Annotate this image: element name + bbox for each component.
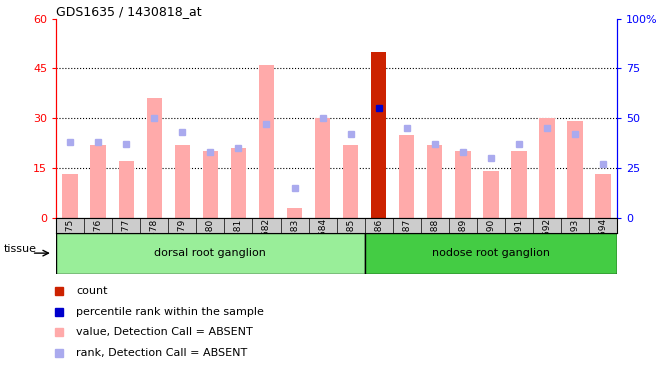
- Bar: [595, 174, 611, 217]
- Bar: [568, 122, 583, 218]
- Text: GSM63676: GSM63676: [94, 218, 103, 267]
- Text: GDS1635 / 1430818_at: GDS1635 / 1430818_at: [56, 4, 202, 18]
- Bar: [259, 65, 274, 218]
- Text: count: count: [76, 286, 108, 296]
- Bar: [287, 208, 302, 218]
- Text: GSM63681: GSM63681: [234, 218, 243, 267]
- Bar: [343, 145, 358, 218]
- Text: dorsal root ganglion: dorsal root ganglion: [154, 248, 267, 258]
- Text: value, Detection Call = ABSENT: value, Detection Call = ABSENT: [76, 327, 253, 337]
- Bar: [63, 174, 78, 217]
- Text: GSM63684: GSM63684: [318, 218, 327, 267]
- Text: percentile rank within the sample: percentile rank within the sample: [76, 307, 264, 317]
- Bar: [539, 118, 554, 218]
- Text: nodose root ganglion: nodose root ganglion: [432, 248, 550, 258]
- Text: tissue: tissue: [3, 244, 36, 254]
- Text: GSM63689: GSM63689: [458, 218, 467, 267]
- Text: GSM63693: GSM63693: [570, 218, 579, 267]
- Bar: [147, 98, 162, 218]
- Text: GSM63683: GSM63683: [290, 218, 299, 267]
- Text: GSM63690: GSM63690: [486, 218, 496, 267]
- Text: GSM63680: GSM63680: [206, 218, 215, 267]
- Bar: [399, 135, 414, 218]
- Bar: [365, 232, 617, 274]
- Text: GSM63677: GSM63677: [121, 218, 131, 267]
- Text: GSM63688: GSM63688: [430, 218, 440, 267]
- Bar: [175, 145, 190, 218]
- Bar: [315, 118, 330, 218]
- Text: rank, Detection Call = ABSENT: rank, Detection Call = ABSENT: [76, 348, 247, 358]
- Text: GSM63679: GSM63679: [178, 218, 187, 267]
- Text: GSM63686: GSM63686: [374, 218, 383, 267]
- Text: GSM63691: GSM63691: [514, 218, 523, 267]
- Bar: [483, 171, 498, 217]
- Bar: [427, 145, 442, 218]
- Bar: [512, 151, 527, 217]
- Text: GSM63687: GSM63687: [402, 218, 411, 267]
- Text: GSM63694: GSM63694: [599, 218, 608, 267]
- Bar: [455, 151, 471, 217]
- Text: GSM63678: GSM63678: [150, 218, 159, 267]
- Text: GSM63692: GSM63692: [543, 218, 552, 267]
- Bar: [371, 52, 386, 217]
- Bar: [119, 161, 134, 218]
- Text: GSM63682: GSM63682: [262, 218, 271, 267]
- Text: GSM63685: GSM63685: [346, 218, 355, 267]
- Bar: [231, 148, 246, 217]
- Bar: [203, 151, 218, 217]
- Text: GSM63675: GSM63675: [65, 218, 75, 267]
- Bar: [56, 232, 365, 274]
- Bar: [90, 145, 106, 218]
